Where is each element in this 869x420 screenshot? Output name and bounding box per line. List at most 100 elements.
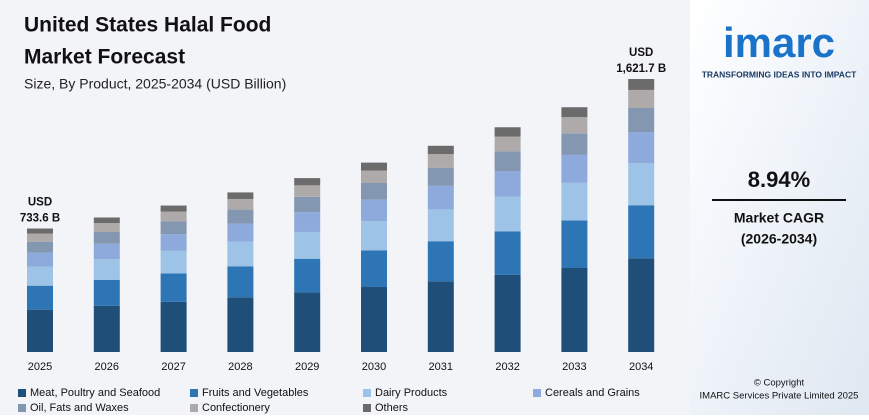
chart-title: United States Halal Food <box>24 14 271 37</box>
bar-segment <box>628 107 655 133</box>
tagline: TRANSFORMING IDEAS INTO IMPACT <box>702 69 857 79</box>
bar-segment <box>93 305 120 352</box>
legend-swatch <box>533 389 541 397</box>
bar-segment <box>294 212 321 232</box>
bar-segment <box>561 133 588 155</box>
x-tick-label: 2033 <box>562 361 586 373</box>
bar-segment <box>93 217 120 224</box>
x-tick-label: 2032 <box>495 361 519 373</box>
x-tick-label: 2027 <box>161 361 185 373</box>
x-tick-label: 2030 <box>362 361 386 373</box>
bar-segment <box>494 171 521 197</box>
bar-segment <box>494 151 521 172</box>
bar-segment <box>27 266 53 286</box>
sidebar-bg <box>690 0 869 415</box>
bar-segment <box>227 297 254 352</box>
bar-segment <box>427 281 454 352</box>
legend-label: Oil, Fats and Waxes <box>30 402 129 414</box>
logo: imarc <box>723 19 835 66</box>
bar-segment <box>628 132 655 164</box>
bar-segment <box>227 223 254 242</box>
bar-segment <box>561 267 588 352</box>
bar-segment <box>93 259 120 280</box>
bar-segment <box>561 220 588 268</box>
bar-segment <box>27 252 53 267</box>
legend-swatch <box>18 404 26 412</box>
bar-segment <box>227 209 254 224</box>
bar-segment <box>361 221 387 251</box>
legend-swatch <box>190 404 198 412</box>
bar-segment <box>294 185 321 197</box>
bar-segment <box>561 117 588 134</box>
bar-segment <box>294 231 321 259</box>
bar-segment <box>494 231 521 275</box>
x-tick-label: 2025 <box>28 361 52 373</box>
legend-swatch <box>363 404 371 412</box>
bar-segment <box>494 127 521 137</box>
bar-segment <box>561 154 588 183</box>
bar-segment <box>628 163 655 206</box>
bar-segment <box>227 266 254 298</box>
bar-segment <box>93 223 120 232</box>
bar-segment <box>294 292 321 352</box>
bar-segment <box>27 309 53 352</box>
legend-swatch <box>363 389 371 397</box>
bar-segment <box>427 154 454 168</box>
bar-segment <box>628 89 655 108</box>
bar-segment <box>160 301 187 352</box>
bar-segment <box>628 79 655 90</box>
bar-segment <box>93 231 120 244</box>
legend-swatch <box>18 389 26 397</box>
bar-segment <box>227 198 254 210</box>
x-tick-label: 2028 <box>228 361 252 373</box>
bar-segment <box>361 162 387 171</box>
legend-label: Meat, Poultry and Seafood <box>30 387 160 399</box>
legend-label: Confectionery <box>202 402 270 414</box>
bar-segment <box>160 250 187 274</box>
bar-segment <box>361 287 387 352</box>
bar-segment <box>628 205 655 259</box>
chart-title: Market Forecast <box>24 46 185 69</box>
bar-segment <box>561 107 588 118</box>
bar-segment <box>361 199 387 222</box>
bar-segment <box>160 211 187 222</box>
bar-segment <box>93 243 120 260</box>
annotation: 1,621.7 B <box>616 63 666 75</box>
bar-segment <box>494 196 521 232</box>
bar-segment <box>361 170 387 183</box>
annotation: 733.6 B <box>20 213 60 225</box>
bar-segment <box>427 241 454 282</box>
bar-segment <box>27 233 53 242</box>
bar-segment <box>427 185 454 210</box>
legend-swatch <box>190 389 198 397</box>
cagr-label: Market CAGR <box>734 210 824 226</box>
legend-label: Fruits and Vegetables <box>202 387 309 399</box>
bar-segment <box>494 136 521 152</box>
bar-segment <box>27 241 53 253</box>
chart-subtitle: Size, By Product, 2025-2034 (USD Billion… <box>24 76 286 92</box>
bar-segment <box>361 182 387 200</box>
bar-segment <box>561 182 588 221</box>
x-tick-label: 2034 <box>629 361 653 373</box>
legend-label: Others <box>375 402 409 414</box>
annotation: USD <box>629 47 653 59</box>
bar-segment <box>160 234 187 251</box>
bar-segment <box>361 250 387 288</box>
bar-segment <box>294 196 321 213</box>
legend-label: Cereals and Grains <box>545 387 640 399</box>
bar-segment <box>427 167 454 186</box>
bar-segment <box>27 285 53 310</box>
legend-label: Dairy Products <box>375 387 448 399</box>
bar-segment <box>160 205 187 212</box>
bar-segment <box>227 192 254 199</box>
cagr-value: 8.94% <box>748 167 810 192</box>
bar-segment <box>427 145 454 155</box>
bar-segment <box>227 241 254 267</box>
annotation: USD <box>28 197 52 209</box>
bar-segment <box>93 279 120 306</box>
bar-segment <box>427 209 454 242</box>
cagr-period: (2026-2034) <box>741 231 817 247</box>
copyright: © Copyright <box>754 378 805 389</box>
